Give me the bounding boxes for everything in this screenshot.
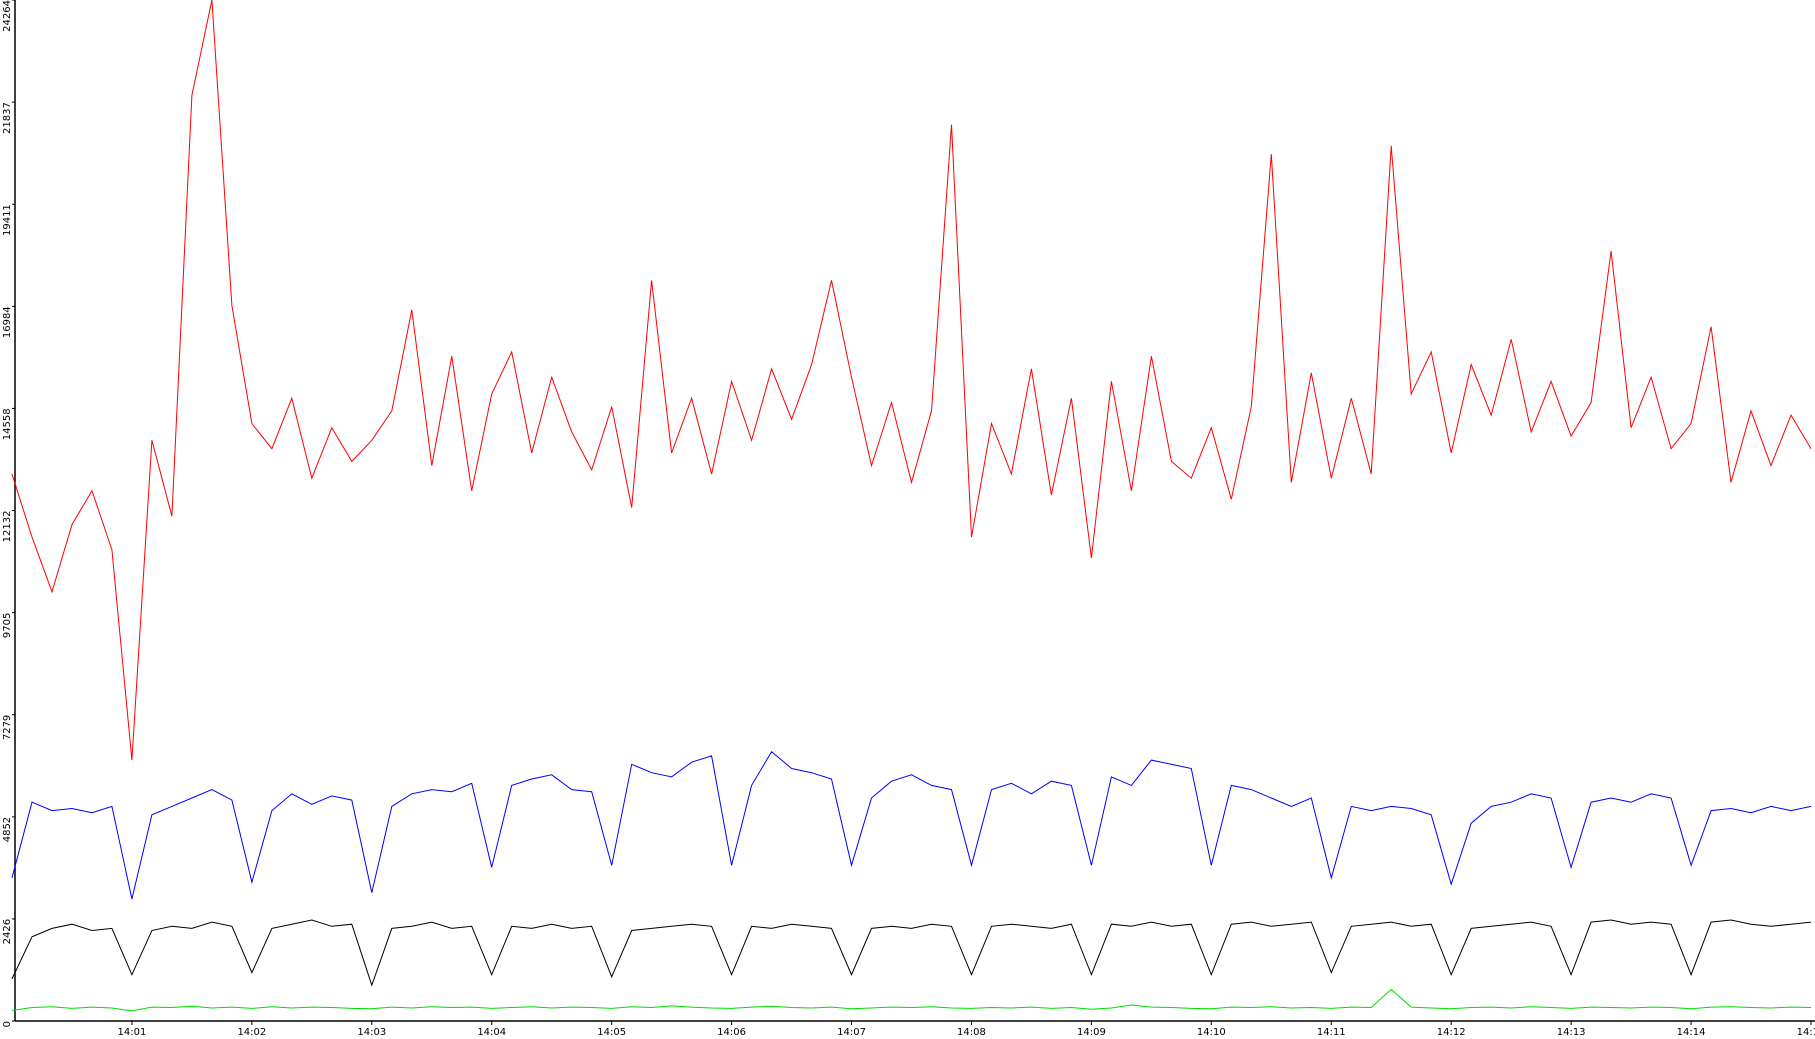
x-tick-label: 14:05 xyxy=(597,1027,626,1038)
x-tick-label: 14:14 xyxy=(1677,1027,1706,1038)
x-tick-label: 14:08 xyxy=(957,1027,986,1038)
x-tick-label: 14:13 xyxy=(1557,1027,1586,1038)
y-tick-label: 14558 xyxy=(2,408,13,440)
x-tick-label: 14:09 xyxy=(1077,1027,1106,1038)
x-tick-label: 14:06 xyxy=(717,1027,746,1038)
x-tick-label: 14:01 xyxy=(118,1027,147,1038)
y-tick-label: 21837 xyxy=(2,102,13,134)
y-tick-label: 4852 xyxy=(2,817,13,842)
series-line xyxy=(11,0,1812,761)
y-tick-label: 2426 xyxy=(2,919,13,944)
x-tick-label: 14:11 xyxy=(1317,1027,1346,1038)
series-line xyxy=(11,750,1812,900)
y-tick-label: 16984 xyxy=(2,306,13,338)
y-tick-label: 0 xyxy=(2,1021,13,1027)
x-tick-label: 14:15 xyxy=(1797,1027,1815,1038)
y-tick-label: 12132 xyxy=(2,511,13,543)
x-tick-label: 14:07 xyxy=(837,1027,866,1038)
y-tick-label: 19411 xyxy=(2,204,13,236)
x-tick-label: 14:12 xyxy=(1437,1027,1466,1038)
x-tick-label: 14:10 xyxy=(1197,1027,1226,1038)
y-tick-label: 7279 xyxy=(2,715,13,740)
x-tick-label: 14:03 xyxy=(357,1027,386,1038)
y-tick-label: 9705 xyxy=(2,613,13,638)
series-line xyxy=(11,988,1812,1012)
x-tick-label: 14:04 xyxy=(477,1027,506,1038)
series-line xyxy=(11,919,1812,987)
y-tick-label: 24264 xyxy=(2,0,13,32)
x-tick-label: 14:02 xyxy=(237,1027,266,1038)
